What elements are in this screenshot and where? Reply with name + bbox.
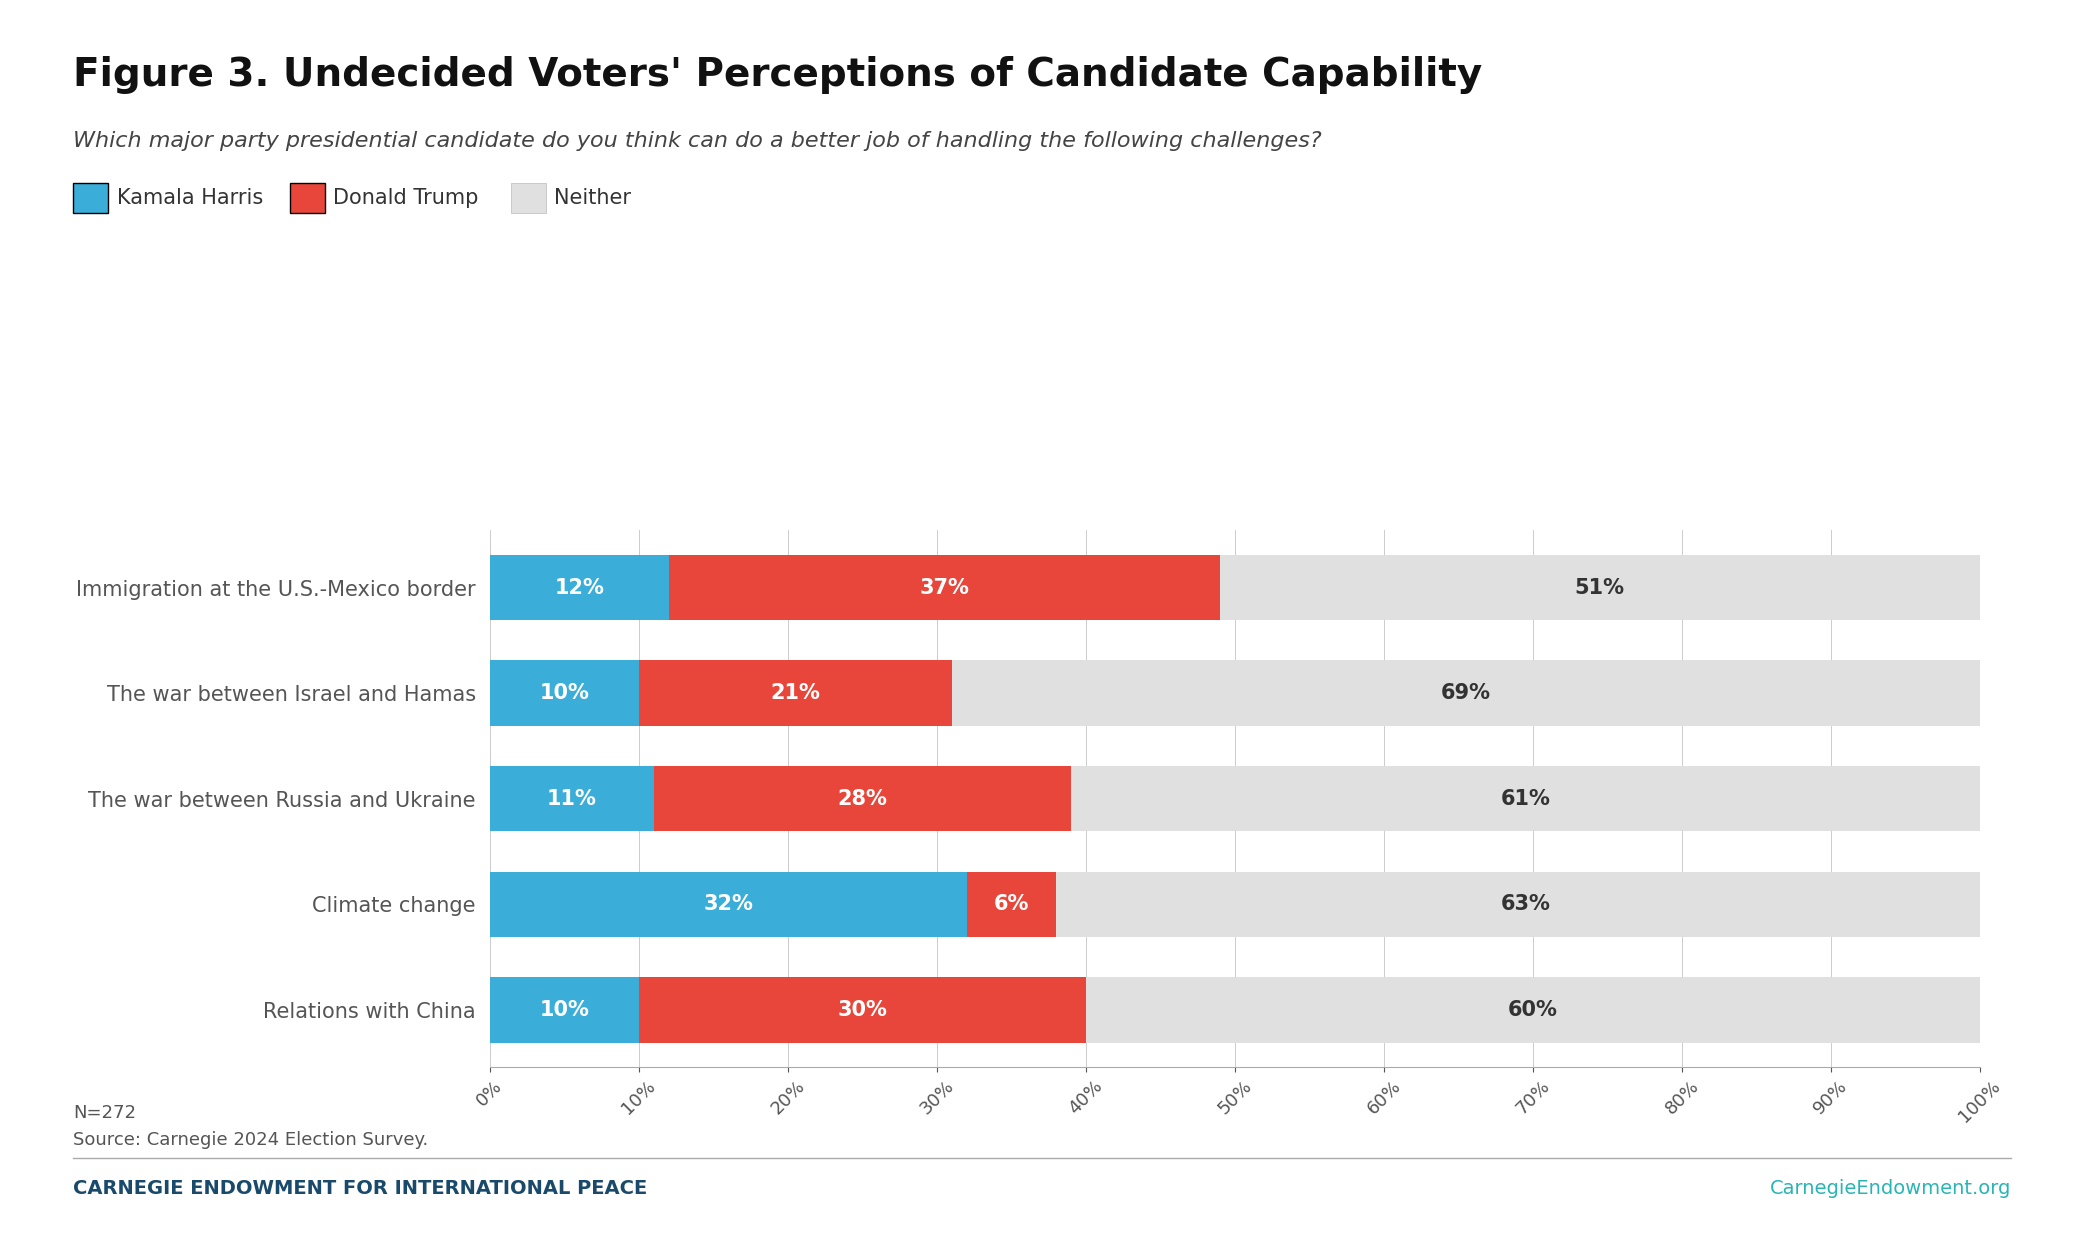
Text: 28%: 28% (838, 789, 888, 809)
Bar (967, 871, 1057, 937)
Text: CARNEGIE ENDOWMENT FOR INTERNATIONAL PEACE: CARNEGIE ENDOWMENT FOR INTERNATIONAL PEA… (73, 1178, 648, 1198)
Text: 37%: 37% (919, 578, 969, 598)
Text: 21%: 21% (771, 683, 821, 703)
Text: 12%: 12% (554, 578, 604, 598)
Bar (1071, 766, 1980, 831)
Text: 11%: 11% (546, 789, 596, 809)
Text: 61%: 61% (1500, 789, 1550, 809)
Text: 69%: 69% (1440, 683, 1490, 703)
Bar (490, 766, 654, 831)
Text: Donald Trump: Donald Trump (333, 187, 479, 207)
Text: Neither: Neither (554, 187, 631, 207)
Text: 30%: 30% (838, 1000, 888, 1020)
Text: Kamala Harris: Kamala Harris (117, 187, 263, 207)
Text: 32%: 32% (702, 895, 752, 915)
Bar (490, 977, 638, 1042)
Bar (490, 871, 967, 937)
Text: Source: Carnegie 2024 Election Survey.: Source: Carnegie 2024 Election Survey. (73, 1131, 427, 1148)
Bar (1057, 871, 1994, 937)
Bar (638, 977, 1086, 1042)
Bar (669, 555, 1219, 620)
Text: N=272: N=272 (73, 1104, 135, 1122)
Text: CarnegieEndowment.org: CarnegieEndowment.org (1769, 1178, 2011, 1198)
Text: 10%: 10% (540, 1000, 590, 1020)
Bar (952, 660, 1980, 726)
Text: Which major party presidential candidate do you think can do a better job of han: Which major party presidential candidate… (73, 131, 1321, 151)
Text: 10%: 10% (540, 683, 590, 703)
Text: 60%: 60% (1509, 1000, 1557, 1020)
Bar (490, 555, 669, 620)
Text: 63%: 63% (1500, 895, 1550, 915)
Bar (638, 660, 952, 726)
Text: 51%: 51% (1576, 578, 1626, 598)
Bar (1086, 977, 1980, 1042)
Text: Figure 3. Undecided Voters' Perceptions of Candidate Capability: Figure 3. Undecided Voters' Perceptions … (73, 56, 1482, 94)
Text: 6%: 6% (994, 895, 1029, 915)
Bar (490, 660, 638, 726)
Bar (1219, 555, 1980, 620)
Bar (654, 766, 1071, 831)
